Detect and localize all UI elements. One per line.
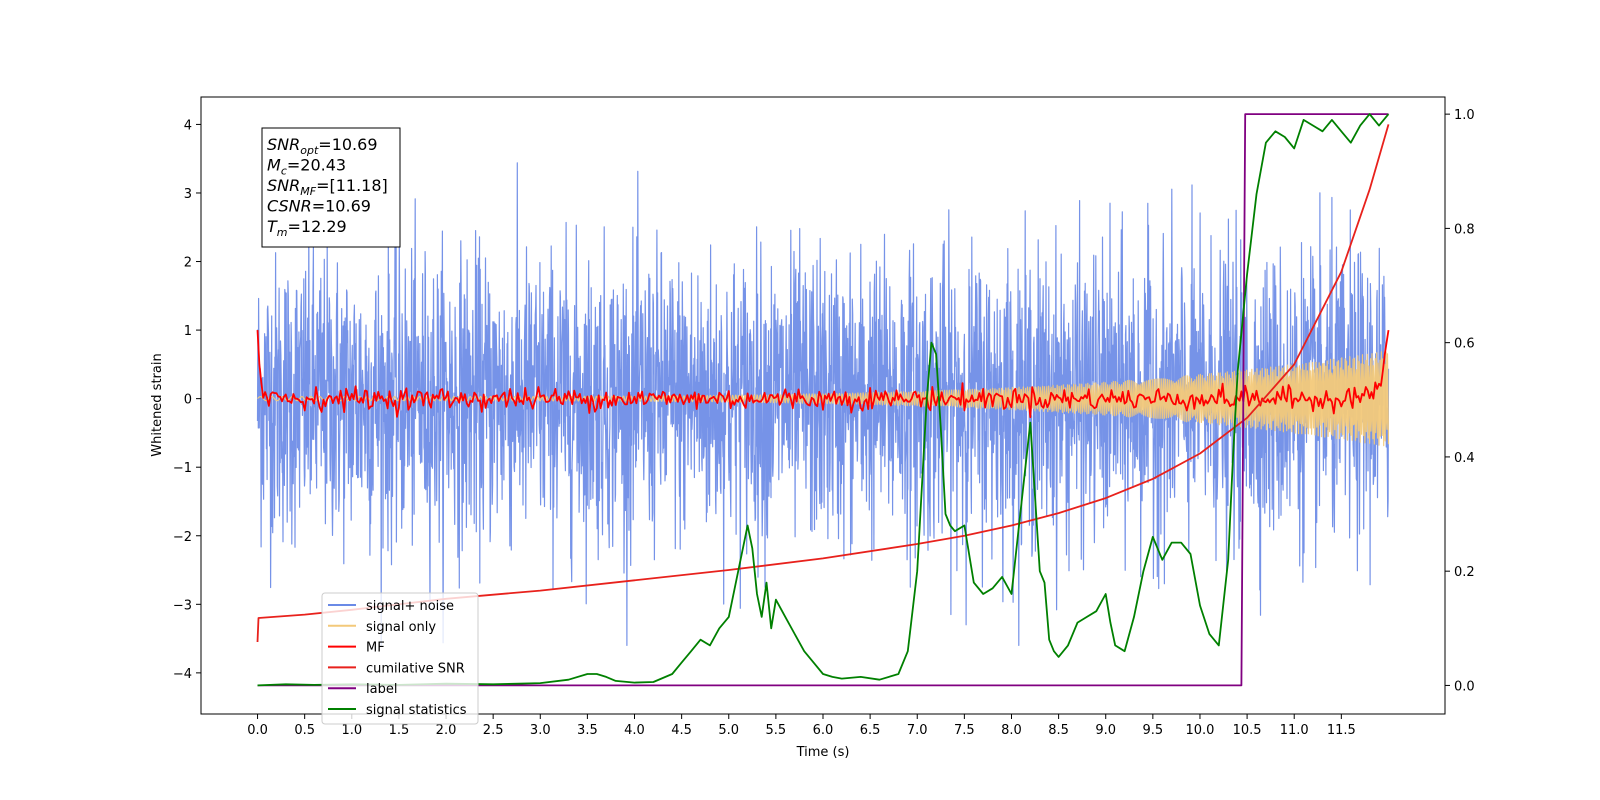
- y2-tick-label: 0.4: [1454, 451, 1475, 466]
- x-tick-label: 0.5: [294, 723, 315, 738]
- legend-label: cumilative SNR: [366, 661, 465, 676]
- x-tick-label: 7.0: [907, 723, 928, 738]
- x-tick-label: 4.0: [624, 723, 645, 738]
- x-tick-label: 8.0: [1001, 723, 1022, 738]
- y2-tick-label: 0.6: [1454, 337, 1475, 352]
- x-tick-label: 3.0: [530, 723, 551, 738]
- y-axis-right: 0.0 0.2 0.4 0.6 0.8 1.0: [1445, 108, 1475, 694]
- x-tick-label: 2.0: [436, 723, 457, 738]
- series-signal-only: [257, 351, 1390, 447]
- y-tick-label: 1: [184, 324, 192, 339]
- y-tick-label: −4: [173, 667, 192, 682]
- x-tick-label: 6.5: [860, 723, 881, 738]
- y-tick-label: −3: [173, 598, 192, 613]
- x-tick-label: 0.0: [247, 723, 268, 738]
- x-tick-label: 9.0: [1095, 723, 1116, 738]
- annotation-line: SNRMF=[11.18]: [267, 176, 388, 198]
- x-tick-label: 10.0: [1185, 723, 1214, 738]
- x-tick-label: 11.5: [1327, 723, 1356, 738]
- x-tick-label: 5.0: [718, 723, 739, 738]
- series-mf: [256, 329, 1390, 419]
- series-label: [257, 113, 1389, 687]
- x-axis: 0.0 0.5 1.0 1.5 2.0 2.5 3.0 3.5 4.0 4.5 5.0 5.5 6.0 6…: [247, 714, 1356, 738]
- annotation-line: SNRopt=10.69: [267, 135, 378, 157]
- series-signal-plus-noise: [256, 162, 1390, 646]
- x-tick-label: 1.0: [341, 723, 362, 738]
- legend-frame: [321, 592, 479, 725]
- x-tick-label: 5.5: [766, 723, 787, 738]
- legend-label: signal+ noise: [366, 599, 454, 614]
- x-tick-label: 8.5: [1048, 723, 1069, 738]
- y2-tick-label: 0.0: [1454, 679, 1475, 694]
- x-tick-label: 9.5: [1143, 723, 1164, 738]
- legend-label: MF: [366, 641, 385, 656]
- x-tick-label: 3.5: [577, 723, 598, 738]
- x-tick-label: 10.5: [1233, 723, 1262, 738]
- y-tick-label: −1: [173, 461, 192, 476]
- y2-tick-label: 0.2: [1454, 565, 1475, 580]
- legend-label: label: [366, 682, 397, 697]
- x-tick-label: 11.0: [1280, 723, 1309, 738]
- x-tick-label: 6.0: [813, 723, 834, 738]
- x-tick-label: 1.5: [389, 723, 410, 738]
- y2-tick-label: 0.8: [1454, 222, 1475, 237]
- annotation-frame: [261, 127, 401, 248]
- x-axis-label: Time (s): [796, 745, 850, 760]
- y-tick-label: 0: [184, 393, 192, 408]
- annotation-line: Mc=20.43: [267, 156, 346, 178]
- series-signal-statistics: [257, 113, 1390, 687]
- x-tick-label: 7.5: [954, 723, 975, 738]
- x-tick-label: 2.5: [483, 723, 504, 738]
- annotation-line: CSNR=10.69: [267, 197, 371, 216]
- y-tick-label: 3: [184, 187, 192, 202]
- y2-tick-label: 1.0: [1454, 108, 1475, 123]
- legend-label: signal only: [366, 620, 436, 635]
- legend: signal+ noise signal only MF cumilative SNR…: [321, 592, 479, 725]
- legend-label: signal statistics: [366, 703, 467, 718]
- y-tick-label: 2: [184, 256, 192, 271]
- annotation-line: Tm=12.29: [267, 217, 347, 239]
- stats-annotation-box: SNRopt=10.69Mc=20.43SNRMF=[11.18]CSNR=10…: [261, 127, 401, 248]
- y-tick-label: −2: [173, 530, 192, 545]
- x-tick-label: 4.5: [671, 723, 692, 738]
- y-tick-label: 4: [184, 118, 192, 133]
- y-axis-left: −4 −3 −2 −1 0 1 2 3 4: [173, 118, 201, 682]
- y-axis-label: Whitened strain: [150, 353, 165, 456]
